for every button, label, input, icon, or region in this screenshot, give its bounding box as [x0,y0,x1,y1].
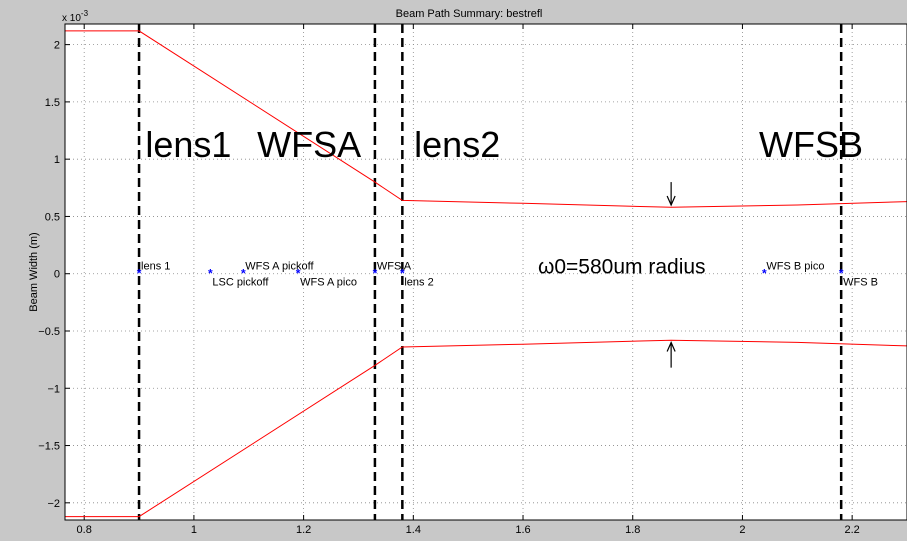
y-axis-label: Beam Width (m) [28,232,40,311]
data-point-marker: * [762,267,767,281]
y-tick-label: −0.5 [38,326,60,338]
data-point-marker: * [208,267,213,281]
data-point-marker: * [241,267,246,281]
data-point-label: WFS A pico [300,277,357,289]
x-tick-label: 1 [191,524,197,536]
y-exponent-label: x 10-3 [62,9,89,24]
data-point-label: WFS A [377,261,412,273]
x-tick-label: 1.4 [406,524,421,536]
plot-frame [64,23,907,521]
data-point-label: WFS B [843,277,878,289]
data-point-marker: * [373,267,378,281]
annotations: lens1 WFSA lens2 WFSB ω0=580um radius [145,124,863,368]
data-point-marker: * [400,267,405,281]
data-point-label: lens 2 [404,277,433,289]
component-annotation: lens1 [145,124,231,165]
y-tick-label: −1 [47,383,60,395]
x-tick-label: 2 [739,524,745,536]
data-point-label: lens 1 [141,261,170,273]
y-tick-label: 0.5 [45,211,60,223]
component-annotation: WFSB [759,124,863,165]
waist-annotation: ω0=580um radius [538,256,706,279]
y-tick-label: 2 [54,40,60,52]
component-annotation: WFSA [257,124,361,165]
x-tick-label: 0.8 [77,524,92,536]
data-points: * lens 1 *LSC pickoff* WFS A pickoff*WFS A … [137,261,878,289]
data-point-label: LSC pickoff [212,277,269,289]
waist-arrow-head [666,195,676,207]
x-tick-label: 2.2 [844,524,859,536]
y-tick-label: 0 [54,269,60,281]
chart-title: Beam Path Summary: bestrefl [396,8,543,20]
lower-beam-envelope [65,339,907,518]
axis-ticks: 0.8 1 1.2 1.4 1.6 1.8 2 2.2 2 1.5 1 0.5 0 −0.5 −1 −1.5 −… [38,24,860,536]
waist-arrow-head [666,340,676,352]
vertical-markers [137,24,843,520]
data-point-label: WFS B pico [766,261,824,273]
data-point-label: WFS A pickoff [245,261,314,273]
component-annotation: lens2 [414,124,500,165]
y-tick-label: −2 [47,498,60,510]
y-tick-label: −1.5 [38,441,60,453]
upper-beam-envelope [65,30,907,208]
x-tick-label: 1.6 [515,524,530,536]
y-tick-label: 1 [54,154,60,166]
data-point-marker: * [296,267,301,281]
series [65,30,907,518]
y-tick-label: 1.5 [45,97,60,109]
y-exponent-power: -3 [81,9,89,18]
data-point-marker: * [137,267,142,281]
plot-area [65,24,907,520]
y-exponent-base: x 10 [62,13,81,24]
grid [65,24,907,520]
x-tick-label: 1.8 [625,524,640,536]
x-tick-label: 1.2 [296,524,311,536]
data-point-marker: * [839,267,844,281]
